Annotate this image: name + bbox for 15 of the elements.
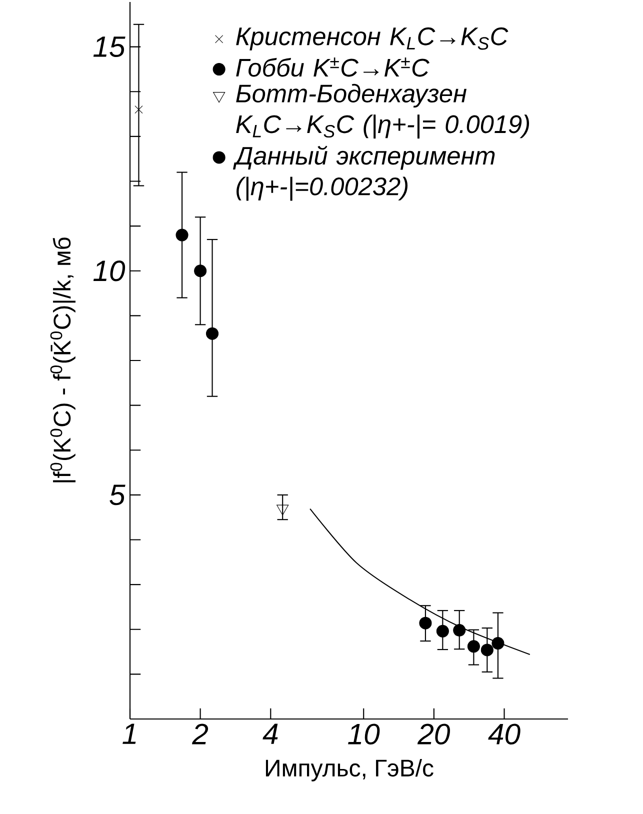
x-tick-label: 20 — [417, 724, 450, 744]
x-tick-label: 40 — [488, 724, 520, 744]
x-tick-label: 1 — [122, 724, 136, 744]
x-tick-label: 2 — [192, 724, 208, 744]
x-tick-label: 4 — [262, 724, 278, 744]
legend-label: Кристенсон K$_{L}$C→K$_{S}$C — [236, 27, 508, 50]
legend-label: Гобби K$^{±}$C→K$^{±}$C — [236, 58, 430, 77]
x-axis-title: Импульс, ГэВ/с — [266, 758, 434, 782]
y-tick-label: 15 — [93, 36, 126, 58]
x-tick-label: 10 — [348, 724, 380, 744]
legend-label: Ботт-Боденхаузен K$_{L}$C→K$_{S}$C (|η+-|= 0.0019) — [236, 84, 530, 139]
text: |f$^{0}$(K$^{0}$C) - f$^{0}$(K̄$^{0}$C)|/k, мб — [50, 238, 76, 482]
y-tick-label: 10 — [93, 260, 126, 282]
legend-label: Данный эксперимент (|η+-|=0.00232) — [232, 146, 495, 201]
y-tick-label: 5 — [110, 484, 126, 506]
